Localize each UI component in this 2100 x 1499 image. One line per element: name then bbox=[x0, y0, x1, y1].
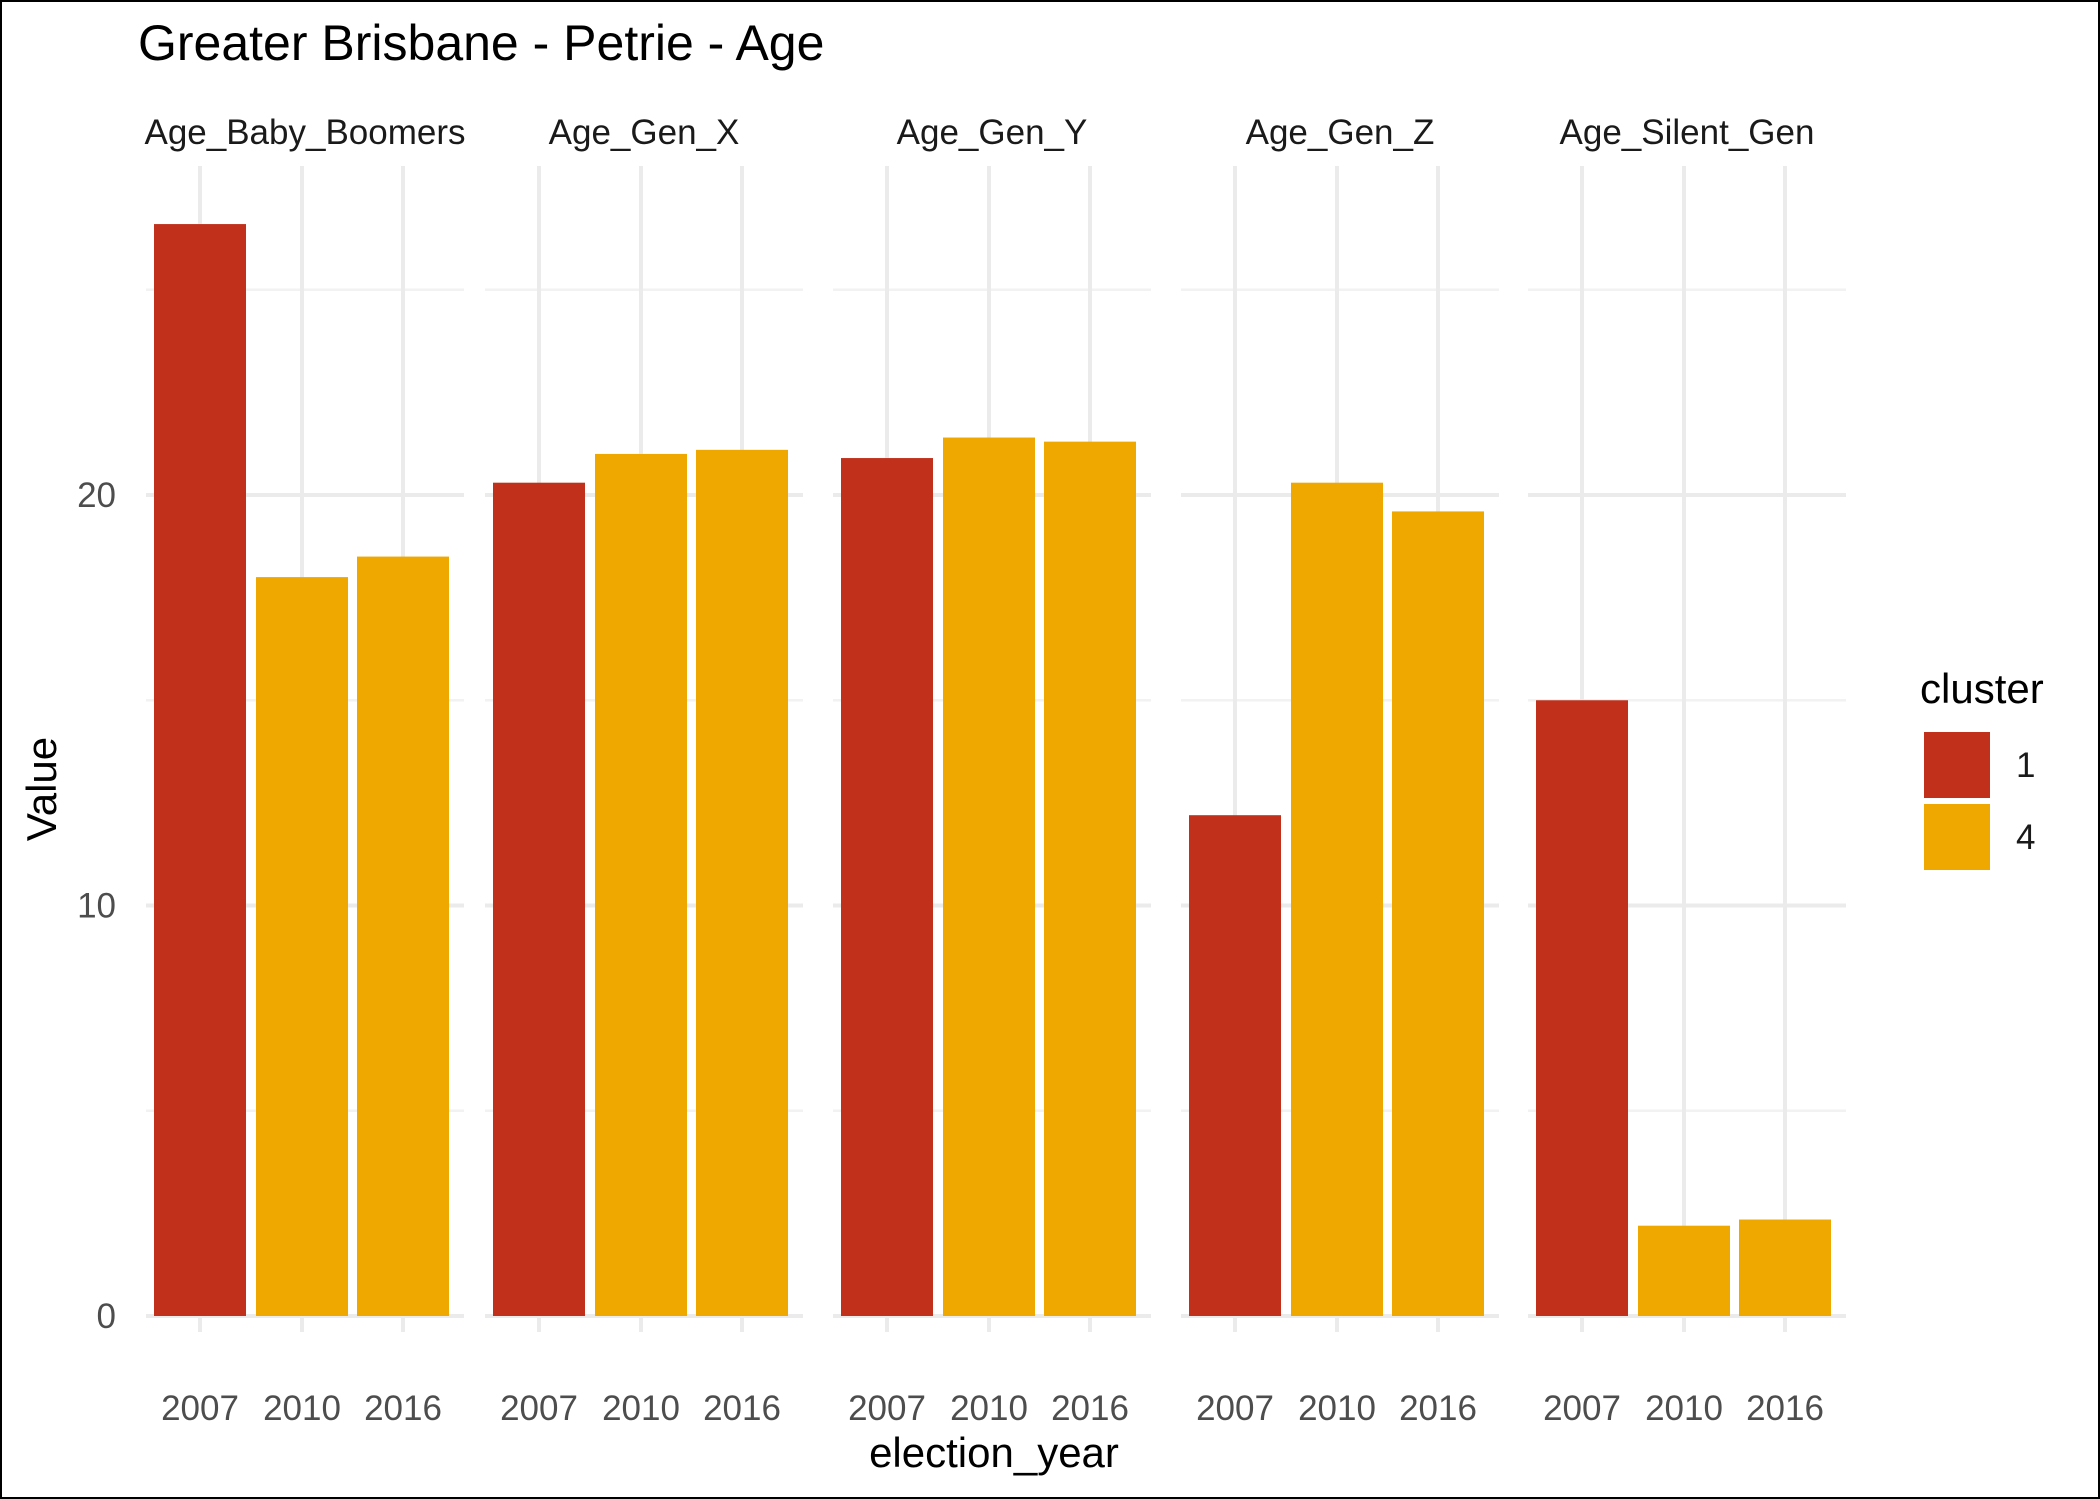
x-tick-label: 2010 bbox=[602, 1389, 680, 1428]
y-axis-title: Value bbox=[18, 737, 65, 841]
x-tick-label: 2016 bbox=[1051, 1389, 1129, 1428]
bar-Age_Silent_Gen-2010 bbox=[1638, 1225, 1730, 1316]
x-tick-label: 2007 bbox=[1543, 1389, 1621, 1428]
x-tick-label: 2010 bbox=[1298, 1389, 1376, 1428]
x-tick-label: 2010 bbox=[950, 1389, 1028, 1428]
bar-Age_Baby_Boomers-2007 bbox=[154, 224, 246, 1316]
legend-title: cluster bbox=[1920, 665, 2044, 712]
bar-Age_Gen_Y-2016 bbox=[1044, 441, 1136, 1316]
y-tick-label: 20 bbox=[77, 476, 116, 515]
bar-Age_Baby_Boomers-2010 bbox=[256, 577, 348, 1316]
bar-Age_Silent_Gen-2007 bbox=[1536, 700, 1628, 1316]
bar-Age_Gen_Z-2016 bbox=[1392, 511, 1484, 1316]
facet-strip-label: Age_Silent_Gen bbox=[1560, 113, 1815, 152]
legend: cluster 1 4 bbox=[1920, 665, 2044, 870]
chart-title: Greater Brisbane - Petrie - Age bbox=[138, 15, 824, 71]
bar-Age_Gen_Y-2007 bbox=[841, 458, 933, 1316]
bar-Age_Gen_Y-2010 bbox=[943, 437, 1035, 1316]
x-axis-title: election_year bbox=[869, 1429, 1119, 1476]
facet-strip-label: Age_Gen_Z bbox=[1246, 113, 1435, 152]
facet-panel: Age_Baby_Boomers 2007 2010 2016 bbox=[144, 113, 465, 1428]
x-tick-label: 2016 bbox=[364, 1389, 442, 1428]
x-tick-label: 2010 bbox=[263, 1389, 341, 1428]
y-tick-label: 10 bbox=[77, 887, 116, 926]
bar-Age_Silent_Gen-2016 bbox=[1739, 1219, 1831, 1316]
x-tick-label: 2007 bbox=[848, 1389, 926, 1428]
bar-Age_Gen_Z-2007 bbox=[1189, 815, 1281, 1316]
y-tick-label: 0 bbox=[97, 1297, 116, 1336]
facet-panel: Age_Silent_Gen 2007 2010 2016 bbox=[1528, 113, 1846, 1428]
x-tick-label: 2016 bbox=[703, 1389, 781, 1428]
bar-Age_Baby_Boomers-2016 bbox=[357, 556, 449, 1316]
x-tick-label: 2010 bbox=[1645, 1389, 1723, 1428]
x-tick-label: 2007 bbox=[500, 1389, 578, 1428]
x-tick-label: 2016 bbox=[1746, 1389, 1824, 1428]
bar-Age_Gen_Z-2010 bbox=[1291, 482, 1383, 1316]
legend-label: 4 bbox=[2016, 818, 2035, 857]
x-tick-label: 2007 bbox=[1196, 1389, 1274, 1428]
x-tick-label: 2016 bbox=[1399, 1389, 1477, 1428]
facet-panel: Age_Gen_Y 2007 2010 2016 bbox=[833, 113, 1151, 1428]
x-tick-label: 2007 bbox=[161, 1389, 239, 1428]
facet-panel: Age_Gen_Z 2007 2010 2016 bbox=[1181, 113, 1499, 1428]
facet-strip-label: Age_Baby_Boomers bbox=[144, 113, 465, 152]
bar-Age_Gen_X-2010 bbox=[595, 453, 687, 1316]
bar-Age_Gen_X-2016 bbox=[696, 449, 788, 1317]
legend-key-4 bbox=[1924, 804, 1990, 870]
facet-panel: Age_Gen_X 2007 2010 2016 bbox=[485, 113, 803, 1428]
legend-label: 1 bbox=[2016, 746, 2035, 785]
facet-strip-label: Age_Gen_Y bbox=[897, 113, 1088, 152]
legend-key-1 bbox=[1924, 732, 1990, 798]
facet-panels: Age_Baby_Boomers 2007 2010 2016 Age_Gen_X 200… bbox=[144, 113, 1846, 1428]
y-axis: 0 10 20 bbox=[77, 476, 116, 1336]
bar-Age_Gen_X-2007 bbox=[493, 482, 585, 1316]
facet-strip-label: Age_Gen_X bbox=[549, 113, 740, 152]
